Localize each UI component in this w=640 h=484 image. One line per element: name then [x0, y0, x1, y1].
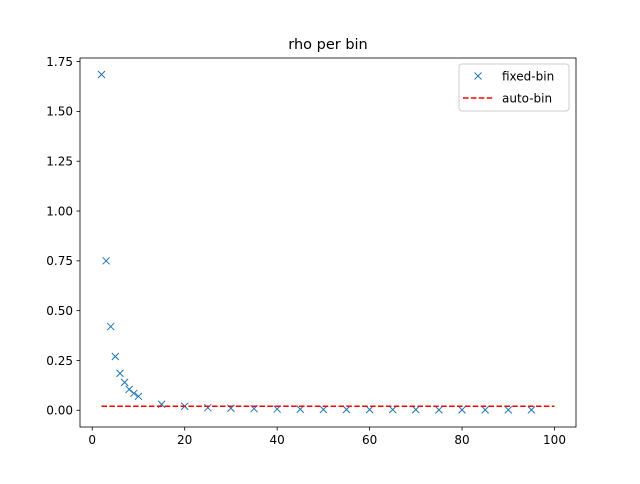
x-tick-label: 20 [177, 433, 192, 447]
y-tick-label: 1.75 [46, 55, 73, 69]
fixed-bin-point [435, 406, 443, 414]
y-tick-label: 1.00 [46, 204, 73, 218]
x-tick-label: 0 [88, 433, 96, 447]
y-tick-label: 0.25 [46, 354, 73, 368]
y-tick-label: 1.50 [46, 105, 73, 119]
x-tick-label: 60 [362, 433, 377, 447]
plot-area-frame [79, 57, 577, 428]
fixed-bin-point [411, 405, 420, 414]
fixed-bin-point [203, 403, 212, 412]
legend-box [458, 63, 570, 112]
chart-title: rho per bin [288, 37, 368, 53]
y-tick-label: 1.25 [46, 155, 73, 169]
fixed-bin-point [120, 378, 129, 387]
x-tick-label: 80 [454, 433, 469, 447]
fixed-bin-point [97, 70, 106, 79]
fixed-bin-point [129, 389, 138, 398]
fixed-bin-point [134, 392, 143, 401]
y-tick-label: 0.00 [46, 404, 73, 418]
axis-ticks: 0 20 40 60 80 100 0.00 0.25 0.50 0.75 1.00 1.25 1.50… [46, 55, 566, 447]
legend: fixed-bin auto-bin [458, 63, 570, 112]
fixed-bin-point [111, 352, 120, 361]
fixed-bin-point [319, 405, 328, 414]
y-tick-label: 0.50 [46, 304, 73, 318]
x-tick-label: 40 [270, 433, 285, 447]
legend-marker-swatch [474, 72, 482, 80]
fixed-bin-point [116, 369, 124, 378]
x-tick-label: 100 [543, 433, 566, 447]
y-tick-label: 0.75 [46, 254, 73, 268]
fixed-bin-point [365, 405, 374, 414]
legend-label: auto-bin [502, 91, 552, 105]
fixed-bin-point [527, 406, 536, 414]
fixed-bin-point [106, 322, 115, 331]
plot-series [97, 70, 555, 414]
fixed-bin-point [458, 406, 466, 414]
fixed-bin-point [342, 405, 351, 414]
fixed-bin-point [481, 406, 490, 414]
fixed-bin-point [388, 405, 397, 414]
fixed-bin-point [504, 406, 513, 414]
fixed-bin-point [102, 256, 110, 265]
legend-label: fixed-bin [502, 69, 554, 83]
